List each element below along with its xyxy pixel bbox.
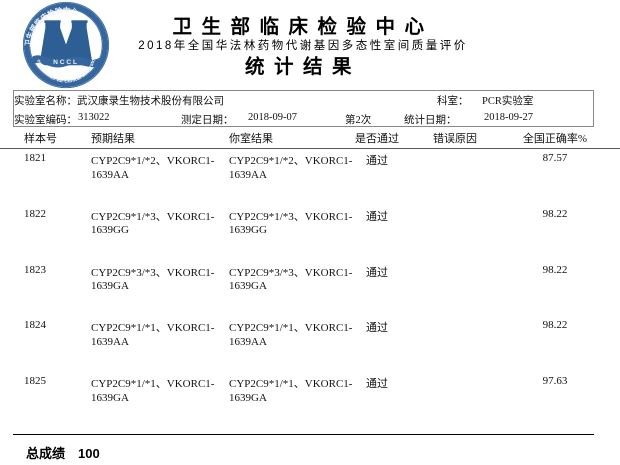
svg-text:NCCL: NCCL [53,59,79,66]
